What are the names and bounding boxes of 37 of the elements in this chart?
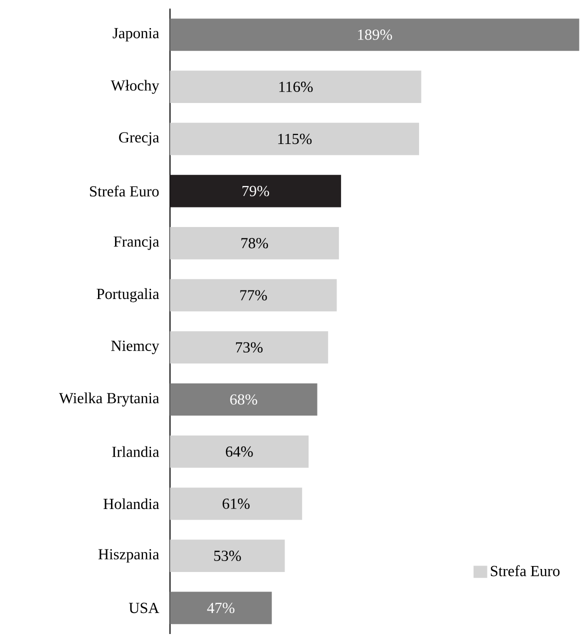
bar — [170, 70, 422, 103]
bar — [170, 227, 339, 260]
bar — [170, 18, 580, 51]
data-label: 189% — [358, 30, 392, 40]
bar — [170, 122, 420, 156]
bar — [170, 592, 272, 624]
data-label: 53% — [214, 550, 241, 562]
y-tick-label: Grecja — [119, 132, 160, 146]
data-label: 77% — [240, 290, 267, 300]
data-label: 78% — [241, 238, 268, 248]
y-tick-label: Strefa Euro — [90, 186, 159, 197]
data-label: 73% — [236, 342, 263, 353]
bar — [170, 435, 309, 468]
data-label: 115% — [278, 134, 312, 144]
bar — [170, 383, 318, 416]
bar — [170, 540, 285, 572]
data-label: 47% — [207, 602, 234, 614]
legend-label: Strefa Euro — [490, 565, 560, 576]
bar — [170, 488, 302, 520]
data-label: 116% — [279, 82, 313, 92]
y-tick-label: Włochy — [110, 80, 160, 94]
y-tick-label: Niemcy — [111, 340, 160, 354]
bar — [170, 331, 328, 364]
y-tick-label: Japonia — [112, 28, 160, 42]
y-tick-label: Holandia — [104, 498, 160, 510]
data-label: 79% — [242, 186, 270, 196]
y-tick-label: Irlandia — [112, 446, 160, 458]
data-label: 68% — [230, 394, 258, 405]
bar — [170, 279, 337, 312]
data-label: 64% — [226, 446, 253, 457]
data-label: 61% — [222, 498, 250, 509]
y-tick-label: Wielka Brytania — [59, 392, 160, 406]
y-tick-label: Portugalia — [96, 288, 160, 302]
y-tick-label: Hiszpania — [98, 549, 160, 563]
y-tick-label: Francja — [114, 236, 160, 250]
y-tick-label: USA — [128, 602, 160, 614]
bar — [170, 174, 342, 208]
